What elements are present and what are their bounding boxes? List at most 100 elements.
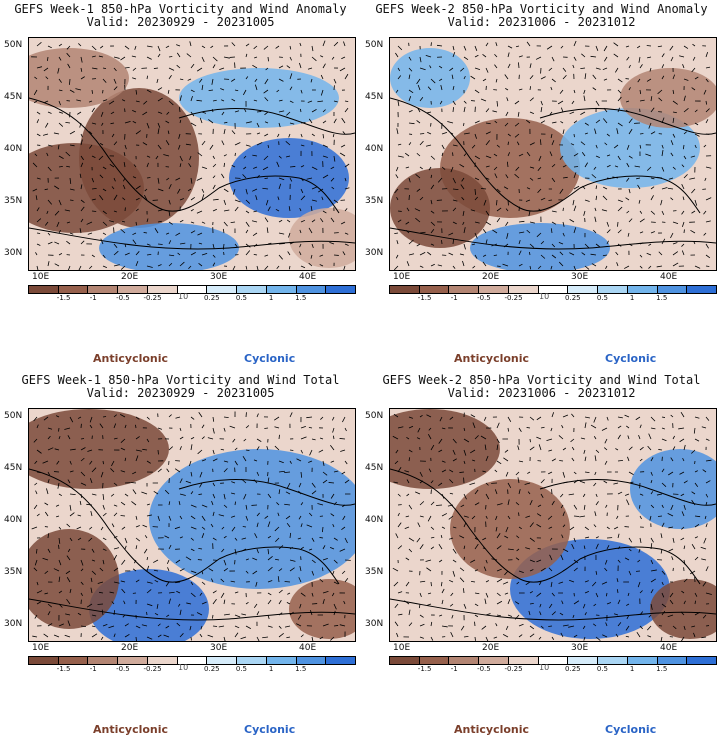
wind-vector: [91, 187, 97, 190]
map-panel: GEFS Week-2 850-hPa Vorticity and Wind T…: [361, 371, 722, 742]
wind-vector: [639, 611, 644, 616]
wind-vector: [146, 218, 149, 223]
wind-vector: [430, 636, 434, 641]
wind-vector: [404, 152, 410, 157]
wind-vector: [252, 188, 258, 192]
wind-vector: [179, 446, 182, 451]
wind-vector: [650, 107, 655, 113]
wind-vector: [691, 625, 696, 628]
wind-vector: [80, 447, 86, 451]
wind-vector: [311, 109, 317, 113]
wind-vector: [396, 632, 399, 638]
wind-vector: [463, 427, 466, 432]
wind-vector: [135, 515, 138, 520]
wind-vector: [134, 45, 137, 50]
wind-vector: [700, 546, 707, 550]
wind-vector: [583, 89, 586, 95]
wind-vector: [47, 261, 50, 267]
wind-vector: [311, 438, 316, 441]
colorbar-swatch: [449, 286, 480, 293]
wind-vector: [583, 545, 586, 550]
lat-label: 35N: [4, 196, 23, 206]
wind-vector: [540, 493, 544, 498]
wind-vector: [123, 600, 126, 605]
colorbar-label: -0.5: [116, 294, 130, 302]
wind-vector: [537, 166, 542, 171]
wind-vector: [408, 609, 411, 616]
wind-vector: [507, 427, 510, 432]
wind-vector: [322, 40, 326, 47]
wind-vector: [562, 624, 569, 627]
wind-vector: [463, 515, 469, 518]
wind-vector: [101, 609, 104, 616]
wind-vector: [650, 569, 657, 572]
wind-vector: [515, 471, 520, 476]
wind-vector: [683, 174, 688, 179]
wind-vector: [64, 634, 71, 638]
wind-vector: [264, 254, 269, 257]
wind-vector: [441, 588, 445, 594]
wind-vector: [196, 99, 203, 102]
wind-vector: [529, 243, 535, 248]
wind-vector: [146, 514, 152, 517]
wind-vector: [33, 100, 38, 104]
wind-vector: [91, 548, 95, 553]
wind-vector: [135, 625, 141, 629]
wind-vector: [89, 131, 93, 135]
wind-vector: [617, 425, 622, 429]
wind-vector: [528, 251, 531, 256]
wind-vector: [626, 210, 630, 214]
panel-title: GEFS Week-1 850-hPa Vorticity and Wind T…: [21, 373, 340, 387]
wind-vector: [639, 218, 645, 223]
wind-vector: [593, 524, 597, 528]
wind-vector: [604, 567, 608, 572]
wind-vector: [47, 199, 53, 205]
wind-vector: [223, 154, 227, 157]
wind-vector: [540, 426, 545, 429]
wind-vector: [628, 218, 633, 223]
wind-vector: [408, 122, 415, 125]
wind-vector: [683, 78, 689, 81]
wind-vector: [605, 592, 608, 597]
wind-vector: [190, 209, 194, 212]
wind-vector: [474, 569, 478, 572]
wind-vector: [190, 122, 197, 127]
wind-vector: [592, 74, 597, 80]
wind-vector: [189, 41, 192, 47]
wind-vector: [606, 164, 611, 168]
wind-vector: [474, 254, 478, 259]
wind-vector: [462, 210, 465, 217]
wind-vector: [661, 416, 666, 418]
wind-vector: [317, 503, 324, 506]
wind-vector: [220, 592, 225, 599]
wind-vector: [320, 74, 324, 80]
wind-vector: [595, 543, 599, 550]
wind-vector: [449, 416, 454, 420]
wind-vector: [591, 581, 597, 587]
wind-vector: [604, 142, 608, 146]
wind-vector: [299, 603, 302, 609]
wind-vector: [234, 591, 239, 594]
wind-vector: [168, 100, 174, 106]
wind-vector: [223, 427, 226, 432]
wind-vector: [124, 144, 127, 150]
wind-vector: [87, 449, 93, 452]
wind-vector: [496, 199, 498, 206]
wind-vector: [124, 493, 129, 497]
lon-label: 30E: [210, 272, 228, 282]
wind-vector: [286, 219, 291, 223]
wind-vector: [275, 208, 280, 212]
wind-vector: [319, 578, 324, 583]
wind-vector: [311, 56, 317, 62]
wind-vector: [549, 554, 553, 561]
wind-vector: [626, 56, 630, 61]
wind-vector: [625, 100, 630, 103]
wind-vector: [330, 460, 335, 463]
wind-vector: [584, 612, 587, 616]
wind-vector: [332, 524, 335, 528]
wind-vector: [230, 221, 236, 224]
wind-vector: [190, 252, 196, 256]
wind-vector: [496, 568, 502, 572]
wind-vector: [91, 625, 96, 628]
wind-vector: [322, 623, 329, 627]
